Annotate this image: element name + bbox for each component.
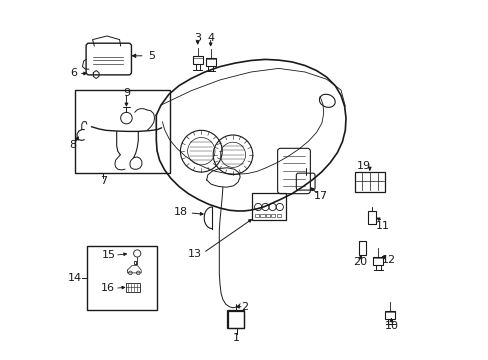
Text: 16: 16 [101, 283, 115, 293]
Text: 17: 17 [313, 191, 327, 201]
Bar [205, 58, 215, 66]
Text: 18: 18 [173, 207, 187, 217]
Bar [373, 257, 383, 265]
Text: 4: 4 [207, 33, 214, 43]
Bar [367, 211, 375, 224]
Bar [385, 311, 394, 319]
Text: 8: 8 [69, 140, 76, 150]
Text: 14: 14 [67, 273, 81, 283]
Bar [126, 283, 140, 292]
Text: 9: 9 [122, 88, 130, 98]
Text: 20: 20 [352, 257, 366, 267]
Text: 3: 3 [194, 33, 201, 43]
Text: 15: 15 [101, 250, 115, 260]
Bar [358, 241, 366, 255]
Bar [254, 214, 259, 217]
Bar [270, 214, 275, 217]
Bar [227, 310, 244, 328]
Text: 5: 5 [148, 51, 155, 61]
Text: 1: 1 [233, 333, 240, 343]
Text: 6: 6 [70, 68, 77, 78]
Text: 10: 10 [384, 321, 398, 331]
Text: 7: 7 [100, 176, 107, 186]
Text: 13: 13 [187, 249, 202, 259]
Text: 11: 11 [375, 221, 389, 231]
Bar [192, 56, 203, 64]
Bar [228, 311, 244, 328]
Text: 2: 2 [241, 302, 247, 312]
Bar [276, 214, 280, 217]
Text: 12: 12 [381, 255, 395, 265]
Bar [265, 214, 269, 217]
Bar [355, 172, 384, 192]
Bar [251, 193, 285, 220]
Text: 19: 19 [356, 161, 370, 171]
Bar [75, 90, 170, 173]
Bar [87, 246, 157, 310]
Bar [260, 214, 264, 217]
